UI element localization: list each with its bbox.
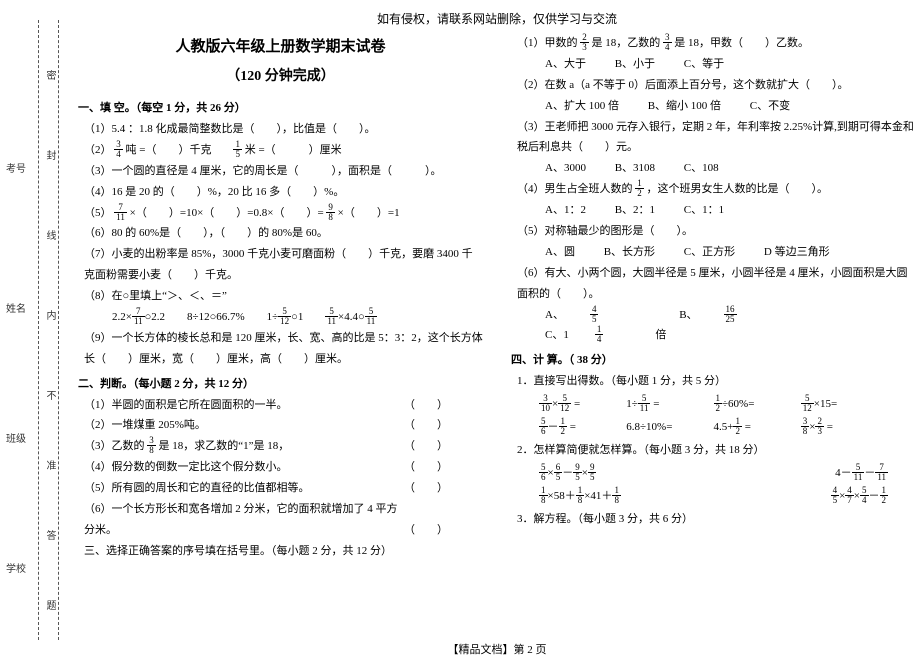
section-3-pre: 三、选择正确答案的序号填在括号里。（每小题 2 分，共 12 分） — [84, 541, 483, 562]
q1-5-mid: ×（ ）=10×（ ）=0.8×（ ）= — [130, 207, 324, 219]
seal-text-xian: 线 — [42, 230, 57, 244]
q3-5-opts: A、圆 B、长方形 C、正方形 D 等边三角形 — [545, 242, 916, 263]
seal-text-feng: 封 — [42, 150, 57, 164]
opt-c: C、108 — [684, 158, 719, 179]
q3-2: （2）在数 a（a 不等于 0）后面添上百分号，这个数就扩大（ ）。 — [517, 75, 916, 96]
opt-c: C、1：1 — [684, 200, 724, 221]
q2-2: （2）一堆煤重 205%吨。（ ） — [84, 415, 483, 436]
q1-8: （8）在○里填上“＞、＜、＝” — [84, 286, 483, 307]
q2-3: （3）乙数的 38 是 18，求乙数的“1”是 18， （ ） — [84, 436, 483, 457]
binding-dotline-2 — [58, 20, 59, 640]
opt-a: A、大于 — [545, 54, 586, 75]
seal-text-bu: 不 — [42, 390, 57, 404]
frac-7-11: 711 — [114, 203, 127, 222]
q1-9: （9）一个长方体的棱长总和是 120 厘米，长、宽、高的比是 5：3：2，这个长… — [84, 328, 483, 370]
calc-r1: 310×512 = 1÷511 = 12÷60%= 512×15= — [539, 394, 888, 415]
q1-1: （1）5.4 ：1.8 化成最简整数比是（ ），比值是（ ）。 — [84, 119, 483, 140]
q2-6: （6）一个长方形长和宽各增加 2 分米，它的面积就增加了 4 平方分米。（ ） — [84, 499, 483, 541]
q2-4: （4）假分数的倒数一定比这个假分数小。（ ） — [84, 457, 483, 478]
label-name: 姓名 — [6, 300, 26, 315]
exam-subtitle: （120 分钟完成） — [78, 64, 483, 91]
q1-7: （7）小麦的出粉率是 85%，3000 千克小麦可磨面粉（ ）千克，要磨 340… — [84, 244, 483, 286]
seal-text-da: 答 — [42, 530, 57, 544]
opt-b: B、2：1 — [615, 200, 655, 221]
frac-9-8: 98 — [326, 203, 335, 222]
page-footer: 【精品文档】第 2 页 — [78, 641, 916, 663]
calc-r2: 56－12 = 6.8÷10%= 4.5+12 = 38×23 = — [539, 417, 888, 438]
calc2-r2: 18×58＋18×41＋18 45×47×54－12 — [539, 486, 888, 507]
opt-b: B、小于 — [615, 54, 655, 75]
opt-b: B、缩小 100 倍 — [648, 96, 721, 117]
seal-text-mi: 密 — [42, 70, 57, 84]
left-column: 人教版六年级上册数学期末试卷 （120 分钟完成） 一、填 空。（每空 1 分，… — [78, 33, 483, 637]
opt-c: C、等于 — [684, 54, 724, 75]
label-exam-no: 考号 — [6, 160, 26, 175]
opt-c: C、114倍 — [545, 325, 692, 346]
opt-a: A、45 — [545, 305, 650, 326]
opt-b: B、1625 — [679, 305, 788, 326]
calc2-title: 2．怎样算简便就怎样算。（每小题 3 分，共 18 分） — [517, 440, 916, 461]
q1-6: （6）80 的 60%是（ ），（ ）的 80%是 60。 — [84, 223, 483, 244]
binding-margin: 考号 姓名 班级 学校 密 封 线 内 不 准 答 题 — [0, 0, 70, 663]
q1-8-row: 2.2×711○2.2 8÷12○66.7% 1÷512○1 511×4.4○5… — [112, 307, 483, 328]
seal-text-nei: 内 — [42, 310, 57, 324]
q3-5: （5）对称轴最少的图形是（ ）。 — [517, 221, 916, 242]
q2-5: （5）所有圆的周长和它的直径的比值都相等。（ ） — [84, 478, 483, 499]
calc2-r1: 56×65－95×95 4－511－711 — [539, 463, 888, 484]
q3-4: （4）男生占全班人数的 12 ，这个班男女生人数的比是（ ）。 — [517, 179, 916, 200]
section-4-heading: 四、计 算。（ 38 分） — [511, 350, 916, 371]
content-columns: 人教版六年级上册数学期末试卷 （120 分钟完成） 一、填 空。（每空 1 分，… — [78, 33, 916, 637]
q1-2-prefix: （2） — [84, 144, 112, 156]
q3-6: （6）有大、小两个圆，大圆半径是 5 厘米，小圆半径是 4 厘米，小圆面积是大圆… — [517, 263, 916, 305]
binding-dotline-1 — [38, 20, 39, 640]
q1-4: （4）16 是 20 的（ ）%，20 比 16 多（ ）%。 — [84, 182, 483, 203]
calc1-title: 1．直接写出得数。（每小题 1 分，共 5 分） — [517, 371, 916, 392]
q3-1: （1）甲数的 23 是 18，乙数的 34 是 18，甲数（ ）乙数。 — [517, 33, 916, 54]
opt-c: C、正方形 — [684, 242, 735, 263]
q2-1: （1）半圆的面积是它所在圆面积的一半。（ ） — [84, 395, 483, 416]
seal-text-zhun: 准 — [42, 460, 57, 474]
frac-1-5: 15 — [233, 140, 242, 159]
opt-b: B、长方形 — [604, 242, 655, 263]
q3-4-opts: A、1：2 B、2：1 C、1：1 — [545, 200, 916, 221]
q3-3-opts: A、3000 B、3108 C、108 — [545, 158, 916, 179]
calc3-title: 3．解方程。（每小题 3 分，共 6 分） — [517, 509, 916, 530]
q3-1-opts: A、大于 B、小于 C、等于 — [545, 54, 916, 75]
frac-3-4: 34 — [114, 140, 123, 159]
opt-c: C、不变 — [750, 96, 790, 117]
q3-6-opts: A、45 B、1625 C、114倍 — [545, 305, 916, 347]
page-body: 如有侵权，请联系网站删除，仅供学习与交流 人教版六年级上册数学期末试卷 （120… — [78, 0, 916, 663]
label-school: 学校 — [6, 560, 26, 575]
opt-a: A、1：2 — [545, 200, 586, 221]
section-1-heading: 一、填 空。（每空 1 分，共 26 分） — [78, 98, 483, 119]
opt-a: A、扩大 100 倍 — [545, 96, 619, 117]
right-column: （1）甲数的 23 是 18，乙数的 34 是 18，甲数（ ）乙数。 A、大于… — [511, 33, 916, 637]
seal-text-ti: 题 — [42, 600, 57, 614]
q3-3: （3）王老师把 3000 元存入银行，定期 2 年，年利率按 2.25%计算,到… — [517, 117, 916, 159]
exam-title: 人教版六年级上册数学期末试卷 — [78, 33, 483, 62]
q1-2-tail: 米 =（ ）厘米 — [245, 144, 342, 156]
q1-5-prefix: （5） — [84, 207, 112, 219]
header-note: 如有侵权，请联系网站删除，仅供学习与交流 — [78, 10, 916, 27]
opt-a: A、3000 — [545, 158, 586, 179]
q1-3: （3）一个圆的直径是 4 厘米，它的周长是（ ），面积是（ ）。 — [84, 161, 483, 182]
q1-5-tail: ×（ ）=1 — [338, 207, 400, 219]
q1-2-mid: 吨 =（ ）千克 — [126, 144, 212, 156]
label-class: 班级 — [6, 430, 26, 445]
q1-2: （2） 34 吨 =（ ）千克 15 米 =（ ）厘米 — [84, 140, 483, 161]
q1-5: （5） 711 ×（ ）=10×（ ）=0.8×（ ）= 98 ×（ ）=1 — [84, 203, 483, 224]
opt-d: D 等边三角形 — [764, 242, 830, 263]
opt-b: B、3108 — [615, 158, 655, 179]
opt-a: A、圆 — [545, 242, 575, 263]
section-2-heading: 二、判断。（每小题 2 分，共 12 分） — [78, 374, 483, 395]
q3-2-opts: A、扩大 100 倍 B、缩小 100 倍 C、不变 — [545, 96, 916, 117]
